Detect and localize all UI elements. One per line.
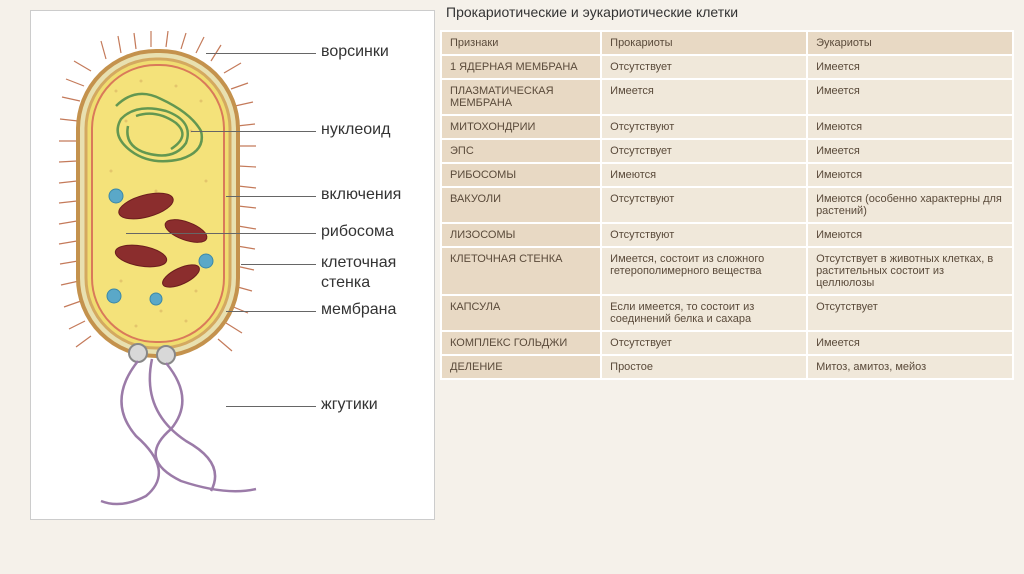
diagram-panel: ворсинки нуклеоид включения рибосома клеточн… bbox=[0, 0, 440, 574]
diagram-label: мембрана bbox=[321, 301, 396, 319]
prokaryote-cell: Отсутствует bbox=[601, 139, 807, 163]
leader-line bbox=[241, 264, 316, 265]
eukaryote-cell: Имеются bbox=[807, 115, 1013, 139]
prokaryote-cell: Имеется, состоит из сложного гетерополим… bbox=[601, 247, 807, 295]
eukaryote-cell: Митоз, амитоз, мейоз bbox=[807, 355, 1013, 379]
table-row: КЛЕТОЧНАЯ СТЕНКАИмеется, состоит из слож… bbox=[441, 247, 1013, 295]
feature-cell: ЭПС bbox=[441, 139, 601, 163]
diagram-labels: ворсинки нуклеоид включения рибосома клеточн… bbox=[31, 11, 434, 519]
table-row: КОМПЛЕКС ГОЛЬДЖИОтсутствуетИмеется bbox=[441, 331, 1013, 355]
table-row: ЛИЗОСОМЫОтсутствуютИмеются bbox=[441, 223, 1013, 247]
cell-diagram: ворсинки нуклеоид включения рибосома клеточн… bbox=[30, 10, 435, 520]
header-eukaryotes: Эукариоты bbox=[807, 31, 1013, 55]
table-row: КАПСУЛАЕсли имеется, то состоит из соеди… bbox=[441, 295, 1013, 331]
leader-line bbox=[226, 196, 316, 197]
table-row: ЭПСОтсутствуетИмеется bbox=[441, 139, 1013, 163]
prokaryote-cell: Имеются bbox=[601, 163, 807, 187]
prokaryote-cell: Отсутствуют bbox=[601, 223, 807, 247]
table-title: Прокариотические и эукариотические клетк… bbox=[446, 4, 1014, 20]
eukaryote-cell: Имеются bbox=[807, 163, 1013, 187]
eukaryote-cell: Имеется bbox=[807, 331, 1013, 355]
feature-cell: ВАКУОЛИ bbox=[441, 187, 601, 223]
prokaryote-cell: Отсутствуют bbox=[601, 115, 807, 139]
table-header-row: Признаки Прокариоты Эукариоты bbox=[441, 31, 1013, 55]
prokaryote-cell: Отсутствуют bbox=[601, 187, 807, 223]
diagram-label: включения bbox=[321, 186, 401, 204]
feature-cell: МИТОХОНДРИИ bbox=[441, 115, 601, 139]
diagram-label: клеточная bbox=[321, 254, 396, 272]
feature-cell: ЛИЗОСОМЫ bbox=[441, 223, 601, 247]
prokaryote-cell: Отсутствует bbox=[601, 331, 807, 355]
table-row: 1 ЯДЕРНАЯ МЕМБРАНАОтсутствуетИмеется bbox=[441, 55, 1013, 79]
diagram-label: рибосома bbox=[321, 223, 394, 241]
leader-line bbox=[126, 233, 316, 234]
eukaryote-cell: Имеется bbox=[807, 79, 1013, 115]
prokaryote-cell: Отсутствует bbox=[601, 55, 807, 79]
feature-cell: 1 ЯДЕРНАЯ МЕМБРАНА bbox=[441, 55, 601, 79]
table-row: ПЛАЗМАТИЧЕСКАЯ МЕМБРАНАИмеетсяИмеется bbox=[441, 79, 1013, 115]
eukaryote-cell: Отсутствует bbox=[807, 295, 1013, 331]
diagram-label: стенка bbox=[321, 274, 370, 292]
leader-line bbox=[191, 131, 316, 132]
table-panel: Прокариотические и эукариотические клетк… bbox=[440, 0, 1024, 574]
table-row: РИБОСОМЫИмеютсяИмеются bbox=[441, 163, 1013, 187]
diagram-label: нуклеоид bbox=[321, 121, 390, 139]
prokaryote-cell: Имеется bbox=[601, 79, 807, 115]
leader-line bbox=[226, 406, 316, 407]
comparison-table: Признаки Прокариоты Эукариоты 1 ЯДЕРНАЯ … bbox=[440, 30, 1014, 380]
prokaryote-cell: Простое bbox=[601, 355, 807, 379]
table-row: ВАКУОЛИОтсутствуютИмеются (особенно хара… bbox=[441, 187, 1013, 223]
eukaryote-cell: Имеются bbox=[807, 223, 1013, 247]
feature-cell: РИБОСОМЫ bbox=[441, 163, 601, 187]
table-row: ДЕЛЕНИЕПростоеМитоз, амитоз, мейоз bbox=[441, 355, 1013, 379]
header-prokaryotes: Прокариоты bbox=[601, 31, 807, 55]
leader-line bbox=[226, 311, 316, 312]
feature-cell: КАПСУЛА bbox=[441, 295, 601, 331]
feature-cell: КОМПЛЕКС ГОЛЬДЖИ bbox=[441, 331, 601, 355]
eukaryote-cell: Имеется bbox=[807, 139, 1013, 163]
leader-line bbox=[206, 53, 316, 54]
header-feature: Признаки bbox=[441, 31, 601, 55]
prokaryote-cell: Если имеется, то состоит из соединений б… bbox=[601, 295, 807, 331]
diagram-label: жгутики bbox=[321, 396, 378, 414]
diagram-label: ворсинки bbox=[321, 43, 389, 61]
table-row: МИТОХОНДРИИОтсутствуютИмеются bbox=[441, 115, 1013, 139]
eukaryote-cell: Имеются (особенно характерны для растени… bbox=[807, 187, 1013, 223]
feature-cell: ДЕЛЕНИЕ bbox=[441, 355, 601, 379]
eukaryote-cell: Отсутствует в животных клетках, в растит… bbox=[807, 247, 1013, 295]
feature-cell: КЛЕТОЧНАЯ СТЕНКА bbox=[441, 247, 601, 295]
eukaryote-cell: Имеется bbox=[807, 55, 1013, 79]
feature-cell: ПЛАЗМАТИЧЕСКАЯ МЕМБРАНА bbox=[441, 79, 601, 115]
